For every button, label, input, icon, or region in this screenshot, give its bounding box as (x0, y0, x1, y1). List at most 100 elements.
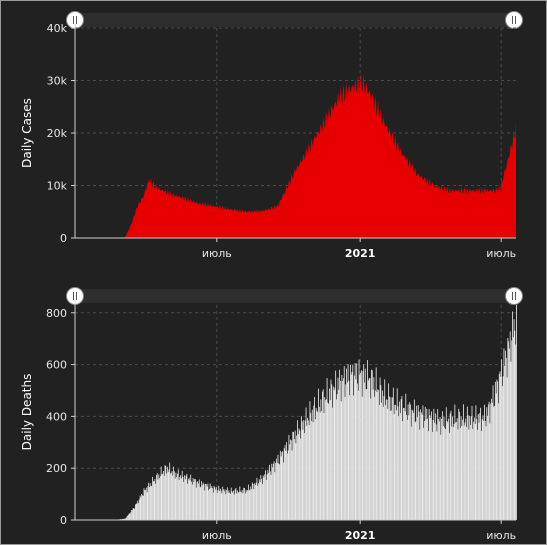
bar-daily-deaths (399, 401, 400, 520)
bar-daily-deaths (457, 429, 459, 520)
bar-daily-deaths (272, 467, 273, 520)
bar-daily-deaths (139, 495, 141, 520)
range-slider-right-handle[interactable] (505, 287, 523, 305)
bar-daily-deaths (357, 390, 359, 520)
bar-daily-deaths (407, 404, 409, 520)
chart-panel-1: 0 10k 20k 30k 40k июль 2021 июль Daily Cases (20, 11, 523, 260)
bar-daily-deaths (449, 413, 451, 520)
bar-daily-deaths (434, 413, 436, 520)
bar-daily-deaths (389, 410, 391, 520)
bar-daily-deaths (494, 381, 496, 520)
bar-daily-deaths (463, 425, 465, 520)
bar-daily-deaths (276, 458, 277, 520)
bar-daily-deaths (412, 410, 414, 520)
bar-daily-deaths (489, 423, 491, 520)
bar-daily-deaths (434, 422, 436, 520)
bar-daily-deaths (350, 364, 351, 520)
bar-daily-deaths (331, 384, 333, 520)
bar-daily-deaths (365, 389, 367, 520)
bar-daily-deaths (208, 490, 210, 520)
bar-daily-deaths (367, 380, 369, 520)
bar-daily-deaths (300, 438, 301, 520)
bar-daily-deaths (164, 465, 166, 520)
bar-daily-deaths (357, 383, 358, 520)
bar-daily-deaths (198, 483, 199, 520)
bar-daily-deaths (230, 487, 232, 520)
bar-daily-deaths (417, 405, 419, 520)
bar-daily-deaths (305, 407, 307, 520)
bar-daily-deaths (420, 412, 422, 520)
bar-daily-deaths (315, 407, 317, 520)
bar-daily-deaths (301, 421, 303, 520)
bar-daily-deaths (179, 477, 181, 520)
bar-daily-deaths (332, 386, 334, 520)
bar-daily-deaths (351, 371, 353, 520)
bar-daily-deaths (145, 487, 147, 520)
bar-daily-deaths (416, 405, 418, 520)
y-tick-label: 800 (46, 307, 67, 320)
bar-daily-deaths (381, 402, 383, 520)
bar-daily-deaths (393, 414, 395, 520)
bar-daily-deaths (490, 403, 492, 520)
bar-daily-deaths (259, 482, 261, 520)
bar-daily-deaths (413, 412, 414, 520)
bar-daily-deaths (180, 475, 182, 520)
bar-daily-deaths (198, 479, 200, 520)
bar-daily-deaths (171, 471, 173, 520)
bar-daily-deaths (396, 410, 397, 520)
bar-daily-deaths (205, 483, 206, 520)
bar-daily-deaths (201, 481, 203, 520)
range-slider-track[interactable] (75, 13, 516, 27)
bar-daily-deaths (361, 396, 363, 520)
bar-daily-deaths (427, 418, 428, 520)
bar-daily-deaths (161, 474, 163, 520)
bar-daily-deaths (268, 472, 270, 520)
bar-daily-deaths (316, 410, 318, 520)
bar-daily-deaths (160, 466, 162, 520)
bar-daily-deaths (359, 374, 361, 520)
bar-daily-deaths (498, 403, 499, 520)
bar-daily-deaths (184, 475, 185, 520)
bar-daily-deaths (480, 430, 482, 520)
bar-daily-deaths (308, 425, 310, 520)
bar-daily-deaths (477, 414, 479, 520)
bar-daily-deaths (153, 481, 155, 520)
bar-daily-deaths (138, 503, 139, 520)
bar-daily-deaths (267, 469, 269, 520)
bar-daily-deaths (333, 390, 335, 520)
bar-daily-deaths (303, 420, 305, 520)
range-slider-track[interactable] (75, 289, 516, 303)
bar-daily-deaths (336, 394, 338, 520)
bar-daily-deaths (424, 406, 426, 520)
bar-daily-deaths (275, 462, 277, 520)
y-tick-label: 0 (60, 514, 67, 527)
bar-daily-deaths (237, 492, 239, 520)
bar-daily-deaths (455, 422, 457, 520)
bar-daily-deaths (239, 486, 241, 520)
bar-daily-deaths (372, 389, 374, 520)
bar-daily-deaths (269, 464, 270, 520)
bar-daily-deaths (132, 508, 134, 520)
range-slider-right-handle[interactable] (505, 11, 523, 29)
bar-daily-deaths (485, 426, 487, 520)
bar-daily-deaths (292, 431, 294, 520)
bar-daily-deaths (144, 490, 146, 520)
bar-daily-deaths (212, 492, 214, 520)
bar-daily-deaths (360, 373, 361, 520)
bar-daily-deaths (511, 340, 513, 520)
bar-daily-deaths (294, 430, 296, 520)
bar-daily-deaths (427, 431, 429, 520)
bar-daily-deaths (456, 418, 458, 520)
bar-daily-deaths (466, 406, 468, 520)
bar-daily-deaths (413, 399, 415, 520)
bar-daily-deaths (155, 483, 157, 520)
bar-daily-deaths (137, 500, 139, 520)
bar-daily-deaths (362, 371, 364, 520)
bar-daily-deaths (497, 381, 499, 520)
bar-daily-deaths (167, 472, 169, 520)
bar-daily-deaths (191, 481, 192, 520)
range-slider-left-handle[interactable] (66, 11, 84, 29)
bar-daily-deaths (175, 472, 177, 520)
bar-daily-deaths (232, 492, 234, 520)
bar-daily-deaths (428, 409, 430, 520)
